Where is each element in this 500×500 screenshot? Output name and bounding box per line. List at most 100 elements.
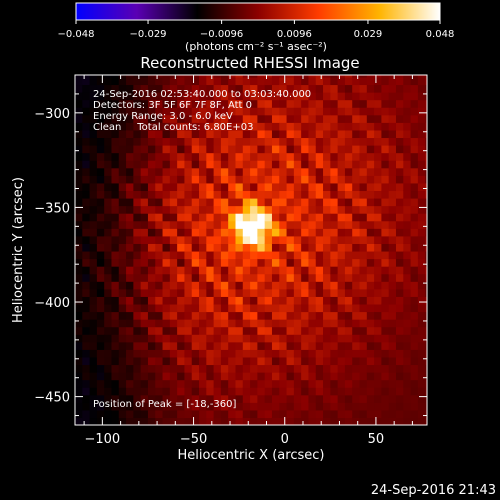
heatmap-cell [155, 326, 164, 335]
heatmap-cell [381, 137, 390, 146]
heatmap-cell [228, 190, 237, 199]
heatmap-cell [323, 258, 331, 267]
heatmap-cell [315, 250, 324, 260]
heatmap-cell [118, 356, 127, 366]
heatmap-cell [395, 197, 404, 207]
heatmap-cell [271, 319, 280, 328]
heatmap-cell [177, 402, 186, 411]
heatmap-cell [374, 364, 383, 373]
heatmap-cell [279, 137, 288, 146]
heatmap-cell [118, 228, 127, 237]
heatmap-cell [104, 273, 113, 282]
heatmap-cell [126, 243, 134, 252]
heatmap-cell [250, 99, 258, 108]
heatmap-cell [359, 258, 368, 267]
heatmap-cell [381, 281, 390, 290]
heatmap-cell [301, 197, 310, 207]
heatmap-cell [344, 372, 353, 381]
heatmap-cell [366, 417, 375, 425]
heatmap-cell [96, 266, 105, 275]
heatmap-cell [177, 281, 186, 290]
heatmap-cell [104, 129, 113, 139]
heatmap-cell [374, 213, 383, 222]
heatmap-cell [374, 99, 383, 108]
heatmap-cell [323, 243, 331, 252]
heatmap-cell [344, 84, 353, 93]
heatmap-cell [235, 160, 244, 169]
heatmap-cell [337, 250, 346, 260]
heatmap-cell [184, 160, 193, 169]
heatmap-cell [359, 107, 368, 116]
heatmap-image [75, 75, 427, 425]
heatmap-cell [395, 92, 404, 101]
heatmap-cell [155, 114, 164, 123]
heatmap-cell [228, 341, 237, 350]
heatmap-cell [169, 197, 178, 207]
heatmap-cell [264, 75, 273, 78]
heatmap-cell [111, 258, 120, 267]
heatmap-cell [184, 356, 193, 366]
heatmap-cell [228, 356, 237, 366]
heatmap-cell [337, 213, 346, 222]
heatmap-cell [250, 258, 258, 267]
heatmap-cell [359, 137, 368, 146]
heatmap-cell [279, 107, 288, 116]
heatmap-cell [293, 92, 302, 101]
heatmap-cell [395, 281, 404, 290]
heatmap-cell [104, 114, 113, 123]
heatmap-cell [293, 137, 302, 146]
heatmap-cell [140, 213, 149, 222]
heatmap-cell [104, 137, 113, 146]
heatmap-cell [199, 137, 207, 146]
heatmap-cell [410, 341, 419, 350]
heatmap-cell [417, 220, 426, 229]
heatmap-cell [330, 296, 339, 305]
heatmap-cell [395, 182, 404, 192]
heatmap-cell [359, 167, 368, 176]
heatmap-cell [308, 394, 317, 403]
heatmap-cell [410, 319, 419, 328]
heatmap-cell [344, 303, 353, 313]
heatmap-cell [155, 235, 164, 244]
heatmap-cell [410, 266, 419, 275]
heatmap-cell [242, 250, 251, 260]
heatmap-cell [374, 319, 383, 328]
heatmap-cell [315, 417, 324, 425]
heatmap-cell [140, 258, 149, 267]
heatmap-cell [323, 250, 331, 260]
heatmap-cell [395, 243, 404, 252]
heatmap-cell [191, 364, 200, 373]
heatmap-cell [344, 167, 353, 176]
heatmap-cell [293, 76, 302, 86]
heatmap-cell [352, 129, 361, 139]
heatmap-cell [162, 213, 171, 222]
heatmap-cell [308, 145, 317, 154]
heatmap-cell [169, 394, 178, 403]
heatmap-cell [264, 167, 273, 176]
heatmap-cell [89, 250, 98, 260]
heatmap-cell [257, 387, 266, 396]
heatmap-cell [184, 213, 193, 222]
heatmap-cell [381, 205, 390, 214]
heatmap-cell [315, 160, 324, 169]
heatmap-cell [82, 228, 91, 237]
heatmap-cell [199, 258, 207, 267]
heatmap-cell [366, 379, 375, 388]
heatmap-cell [286, 379, 295, 388]
heatmap-cell [96, 152, 105, 161]
heatmap-cell [104, 364, 113, 373]
heatmap-cell [126, 190, 134, 199]
heatmap-cell [388, 228, 397, 237]
heatmap-cell [395, 76, 404, 86]
heatmap-cell [315, 145, 324, 154]
heatmap-cell [337, 205, 346, 214]
heatmap-cell [155, 190, 164, 199]
heatmap-cell [228, 417, 237, 425]
heatmap-cell [366, 402, 375, 411]
heatmap-cell [140, 296, 149, 305]
heatmap-cell [315, 220, 324, 229]
heatmap-cell [257, 182, 266, 192]
heatmap-cell [206, 182, 215, 192]
heatmap-cell [111, 243, 120, 252]
heatmap-cell [169, 243, 178, 252]
